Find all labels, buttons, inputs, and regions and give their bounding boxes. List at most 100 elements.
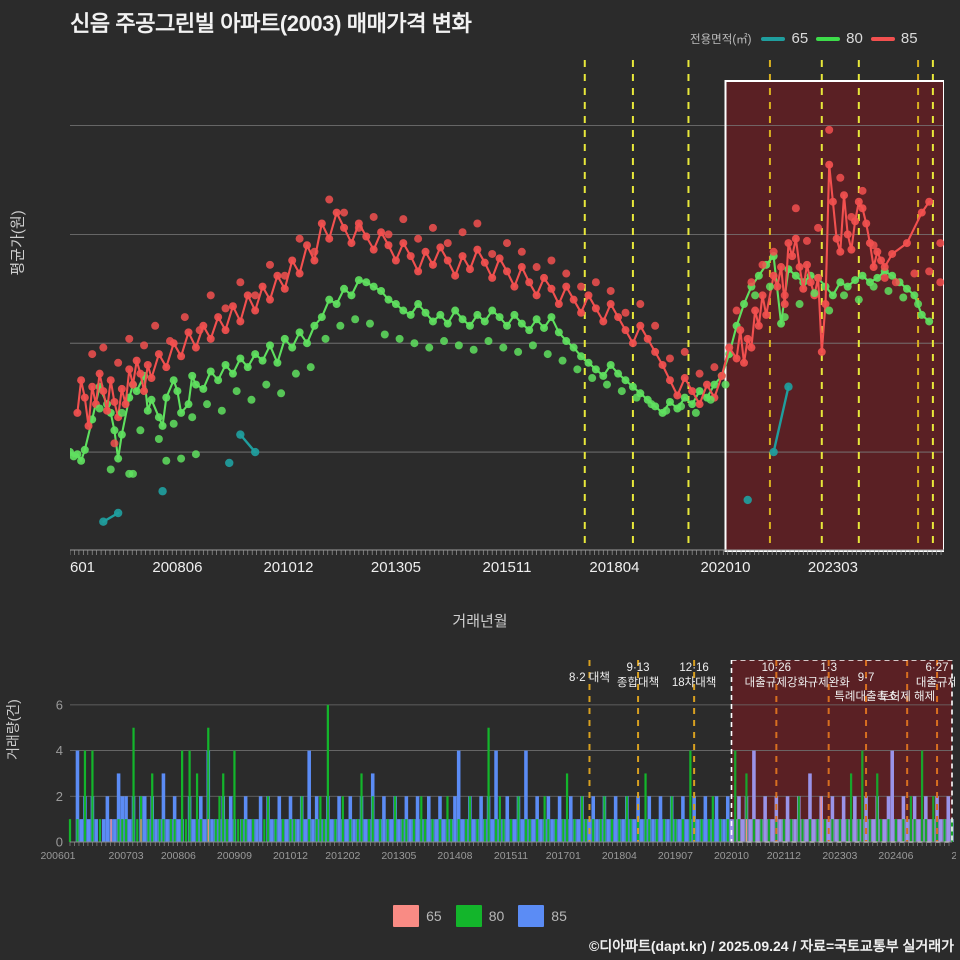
price-scatter-point bbox=[154, 434, 163, 443]
volume-bar-85 bbox=[374, 819, 379, 842]
volume-bar-80 bbox=[536, 819, 539, 842]
volume-xtick-label: 201202 bbox=[325, 850, 360, 862]
price-point-85 bbox=[843, 230, 852, 239]
volume-bar-80 bbox=[326, 704, 329, 842]
volume-bar-85 bbox=[382, 796, 386, 842]
top-legend-item-85[interactable]: 85 bbox=[870, 30, 918, 47]
volume-bar-85 bbox=[86, 819, 91, 842]
volume-bar-65 bbox=[207, 819, 209, 842]
price-point-85 bbox=[614, 313, 623, 322]
volume-xtick-label: 202406 bbox=[878, 850, 913, 862]
price-scatter-point bbox=[517, 247, 526, 256]
price-point-85 bbox=[777, 263, 786, 272]
volume-bar-80 bbox=[924, 819, 927, 842]
price-scatter-point bbox=[791, 204, 800, 213]
volume-bar-85 bbox=[191, 819, 196, 842]
volume-bar-80 bbox=[173, 819, 176, 842]
volume-bar-85 bbox=[793, 819, 797, 842]
volume-bar-65 bbox=[110, 819, 112, 842]
price-point-85 bbox=[802, 260, 811, 269]
price-point-80 bbox=[443, 319, 452, 328]
price-point-85 bbox=[391, 256, 400, 265]
volume-bar-85 bbox=[199, 796, 203, 842]
volume-bar-85 bbox=[946, 796, 951, 842]
price-point-80 bbox=[858, 271, 867, 280]
price-point-85 bbox=[688, 387, 697, 396]
price-point-80 bbox=[221, 360, 230, 369]
volume-bar-85 bbox=[696, 819, 700, 842]
volume-bar-80 bbox=[517, 796, 520, 842]
volume-bar-80 bbox=[91, 750, 94, 842]
price-point-65 bbox=[158, 487, 167, 496]
price-point-85 bbox=[658, 360, 667, 369]
volume-bar-85 bbox=[165, 819, 169, 842]
price-point-85 bbox=[214, 313, 223, 322]
volume-bar-85 bbox=[901, 796, 906, 842]
volume-bar-80 bbox=[674, 819, 677, 842]
volume-bar-80 bbox=[214, 819, 217, 842]
volume-bar-80 bbox=[857, 819, 860, 842]
price-point-80 bbox=[73, 450, 82, 459]
price-point-85 bbox=[795, 263, 804, 272]
price-point-80 bbox=[503, 321, 511, 330]
volume-annotation-label: 규제완화 bbox=[808, 676, 851, 689]
price-scatter-point bbox=[910, 269, 919, 278]
price-point-85 bbox=[791, 234, 800, 243]
price-point-80 bbox=[688, 400, 697, 409]
top-legend-item-65[interactable]: 65 bbox=[761, 30, 808, 47]
price-point-80 bbox=[680, 393, 689, 402]
price-scatter-point bbox=[651, 321, 660, 330]
price-point-85 bbox=[332, 208, 341, 217]
price-point-80 bbox=[495, 313, 504, 322]
price-point-85 bbox=[288, 256, 297, 265]
volume-bar-85 bbox=[677, 819, 681, 842]
price-point-85 bbox=[106, 376, 115, 385]
volume-bar-85 bbox=[337, 796, 341, 842]
price-point-85 bbox=[591, 304, 600, 313]
bottom-legend-item-85[interactable]: 85 bbox=[518, 905, 567, 927]
volume-bar-80 bbox=[315, 819, 318, 842]
price-chart-highlight-layer bbox=[725, 81, 944, 551]
price-point-80 bbox=[228, 369, 237, 378]
price-scatter-point bbox=[503, 239, 511, 248]
volume-bar-80 bbox=[199, 819, 202, 842]
volume-bar-80 bbox=[816, 819, 819, 842]
bottom-legend-item-80[interactable]: 80 bbox=[455, 905, 504, 927]
volume-bar-80 bbox=[468, 796, 472, 842]
price-point-85 bbox=[817, 347, 826, 356]
volume-bar-80 bbox=[831, 819, 834, 842]
price-scatter-point bbox=[588, 374, 597, 383]
volume-bar-85 bbox=[924, 796, 928, 842]
price-scatter-point bbox=[710, 363, 719, 372]
volume-bar-80 bbox=[438, 819, 442, 842]
price-scatter-point bbox=[814, 223, 823, 232]
volume-bar-80 bbox=[349, 819, 352, 842]
volume-bar-80 bbox=[360, 773, 363, 842]
price-point-85 bbox=[325, 234, 334, 243]
volume-bar-80 bbox=[379, 819, 382, 842]
price-point-85 bbox=[517, 263, 526, 272]
price-point-80 bbox=[510, 310, 519, 319]
price-point-65 bbox=[784, 382, 793, 391]
volume-bar-80 bbox=[618, 819, 621, 842]
bottom-legend-item-65[interactable]: 65 bbox=[393, 905, 442, 927]
price-point-80 bbox=[391, 300, 400, 309]
volume-bar-80 bbox=[401, 819, 404, 842]
price-point-85 bbox=[80, 393, 89, 402]
price-scatter-point bbox=[914, 300, 923, 309]
price-point-80 bbox=[158, 421, 167, 430]
volume-bar-85 bbox=[296, 819, 300, 842]
legend-label-80: 80 bbox=[846, 30, 863, 47]
price-scatter-point bbox=[177, 454, 186, 463]
price-xtick-label: 200601 bbox=[70, 559, 95, 575]
volume-bar-80 bbox=[465, 819, 468, 842]
top-legend-item-80[interactable]: 80 bbox=[816, 30, 863, 47]
volume-annotation-mid: 9·7 bbox=[858, 672, 875, 684]
volume-bar-85 bbox=[202, 819, 207, 842]
volume-chart-vlines-layer bbox=[588, 659, 953, 843]
price-chart-grid-layer bbox=[70, 125, 944, 453]
volume-bar-80 bbox=[823, 819, 827, 842]
volume-bar-85 bbox=[916, 819, 921, 842]
volume-bar-80 bbox=[920, 750, 924, 842]
price-point-85 bbox=[206, 334, 215, 343]
